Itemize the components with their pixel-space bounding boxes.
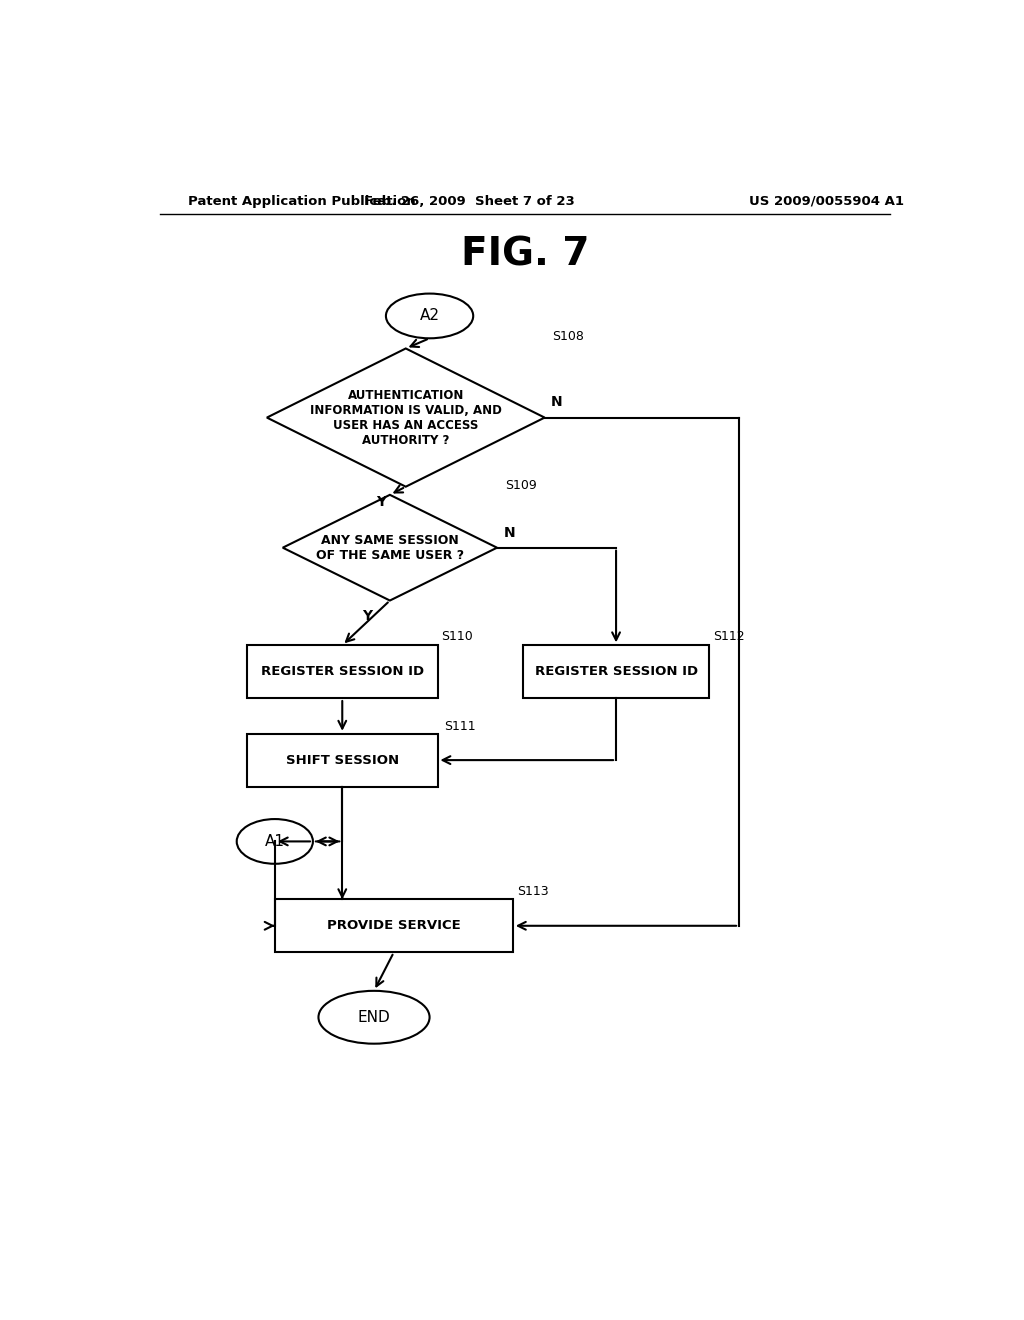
Text: S108: S108 xyxy=(553,330,585,343)
Text: US 2009/0055904 A1: US 2009/0055904 A1 xyxy=(749,194,904,207)
Text: N: N xyxy=(551,396,562,409)
Text: REGISTER SESSION ID: REGISTER SESSION ID xyxy=(261,665,424,678)
Text: S113: S113 xyxy=(517,886,549,899)
Text: Y: Y xyxy=(376,495,386,508)
Text: REGISTER SESSION ID: REGISTER SESSION ID xyxy=(535,665,697,678)
Text: AUTHENTICATION
INFORMATION IS VALID, AND
USER HAS AN ACCESS
AUTHORITY ?: AUTHENTICATION INFORMATION IS VALID, AND… xyxy=(310,388,502,446)
Text: N: N xyxy=(504,525,515,540)
Text: S112: S112 xyxy=(713,630,744,643)
Text: ANY SAME SESSION
OF THE SAME USER ?: ANY SAME SESSION OF THE SAME USER ? xyxy=(315,533,464,562)
Text: PROVIDE SERVICE: PROVIDE SERVICE xyxy=(327,919,461,932)
Text: FIG. 7: FIG. 7 xyxy=(461,236,589,275)
Text: Patent Application Publication: Patent Application Publication xyxy=(187,194,416,207)
Text: Feb. 26, 2009  Sheet 7 of 23: Feb. 26, 2009 Sheet 7 of 23 xyxy=(364,194,574,207)
Text: SHIFT SESSION: SHIFT SESSION xyxy=(286,754,398,767)
Text: S109: S109 xyxy=(505,479,537,492)
Bar xyxy=(247,734,437,787)
Text: A1: A1 xyxy=(265,834,285,849)
Bar xyxy=(523,645,710,698)
Text: A2: A2 xyxy=(420,309,439,323)
Bar xyxy=(247,645,437,698)
Text: Y: Y xyxy=(362,609,373,623)
Text: END: END xyxy=(357,1010,390,1024)
Text: S110: S110 xyxy=(441,630,473,643)
Text: S111: S111 xyxy=(443,719,475,733)
Bar xyxy=(274,899,513,952)
